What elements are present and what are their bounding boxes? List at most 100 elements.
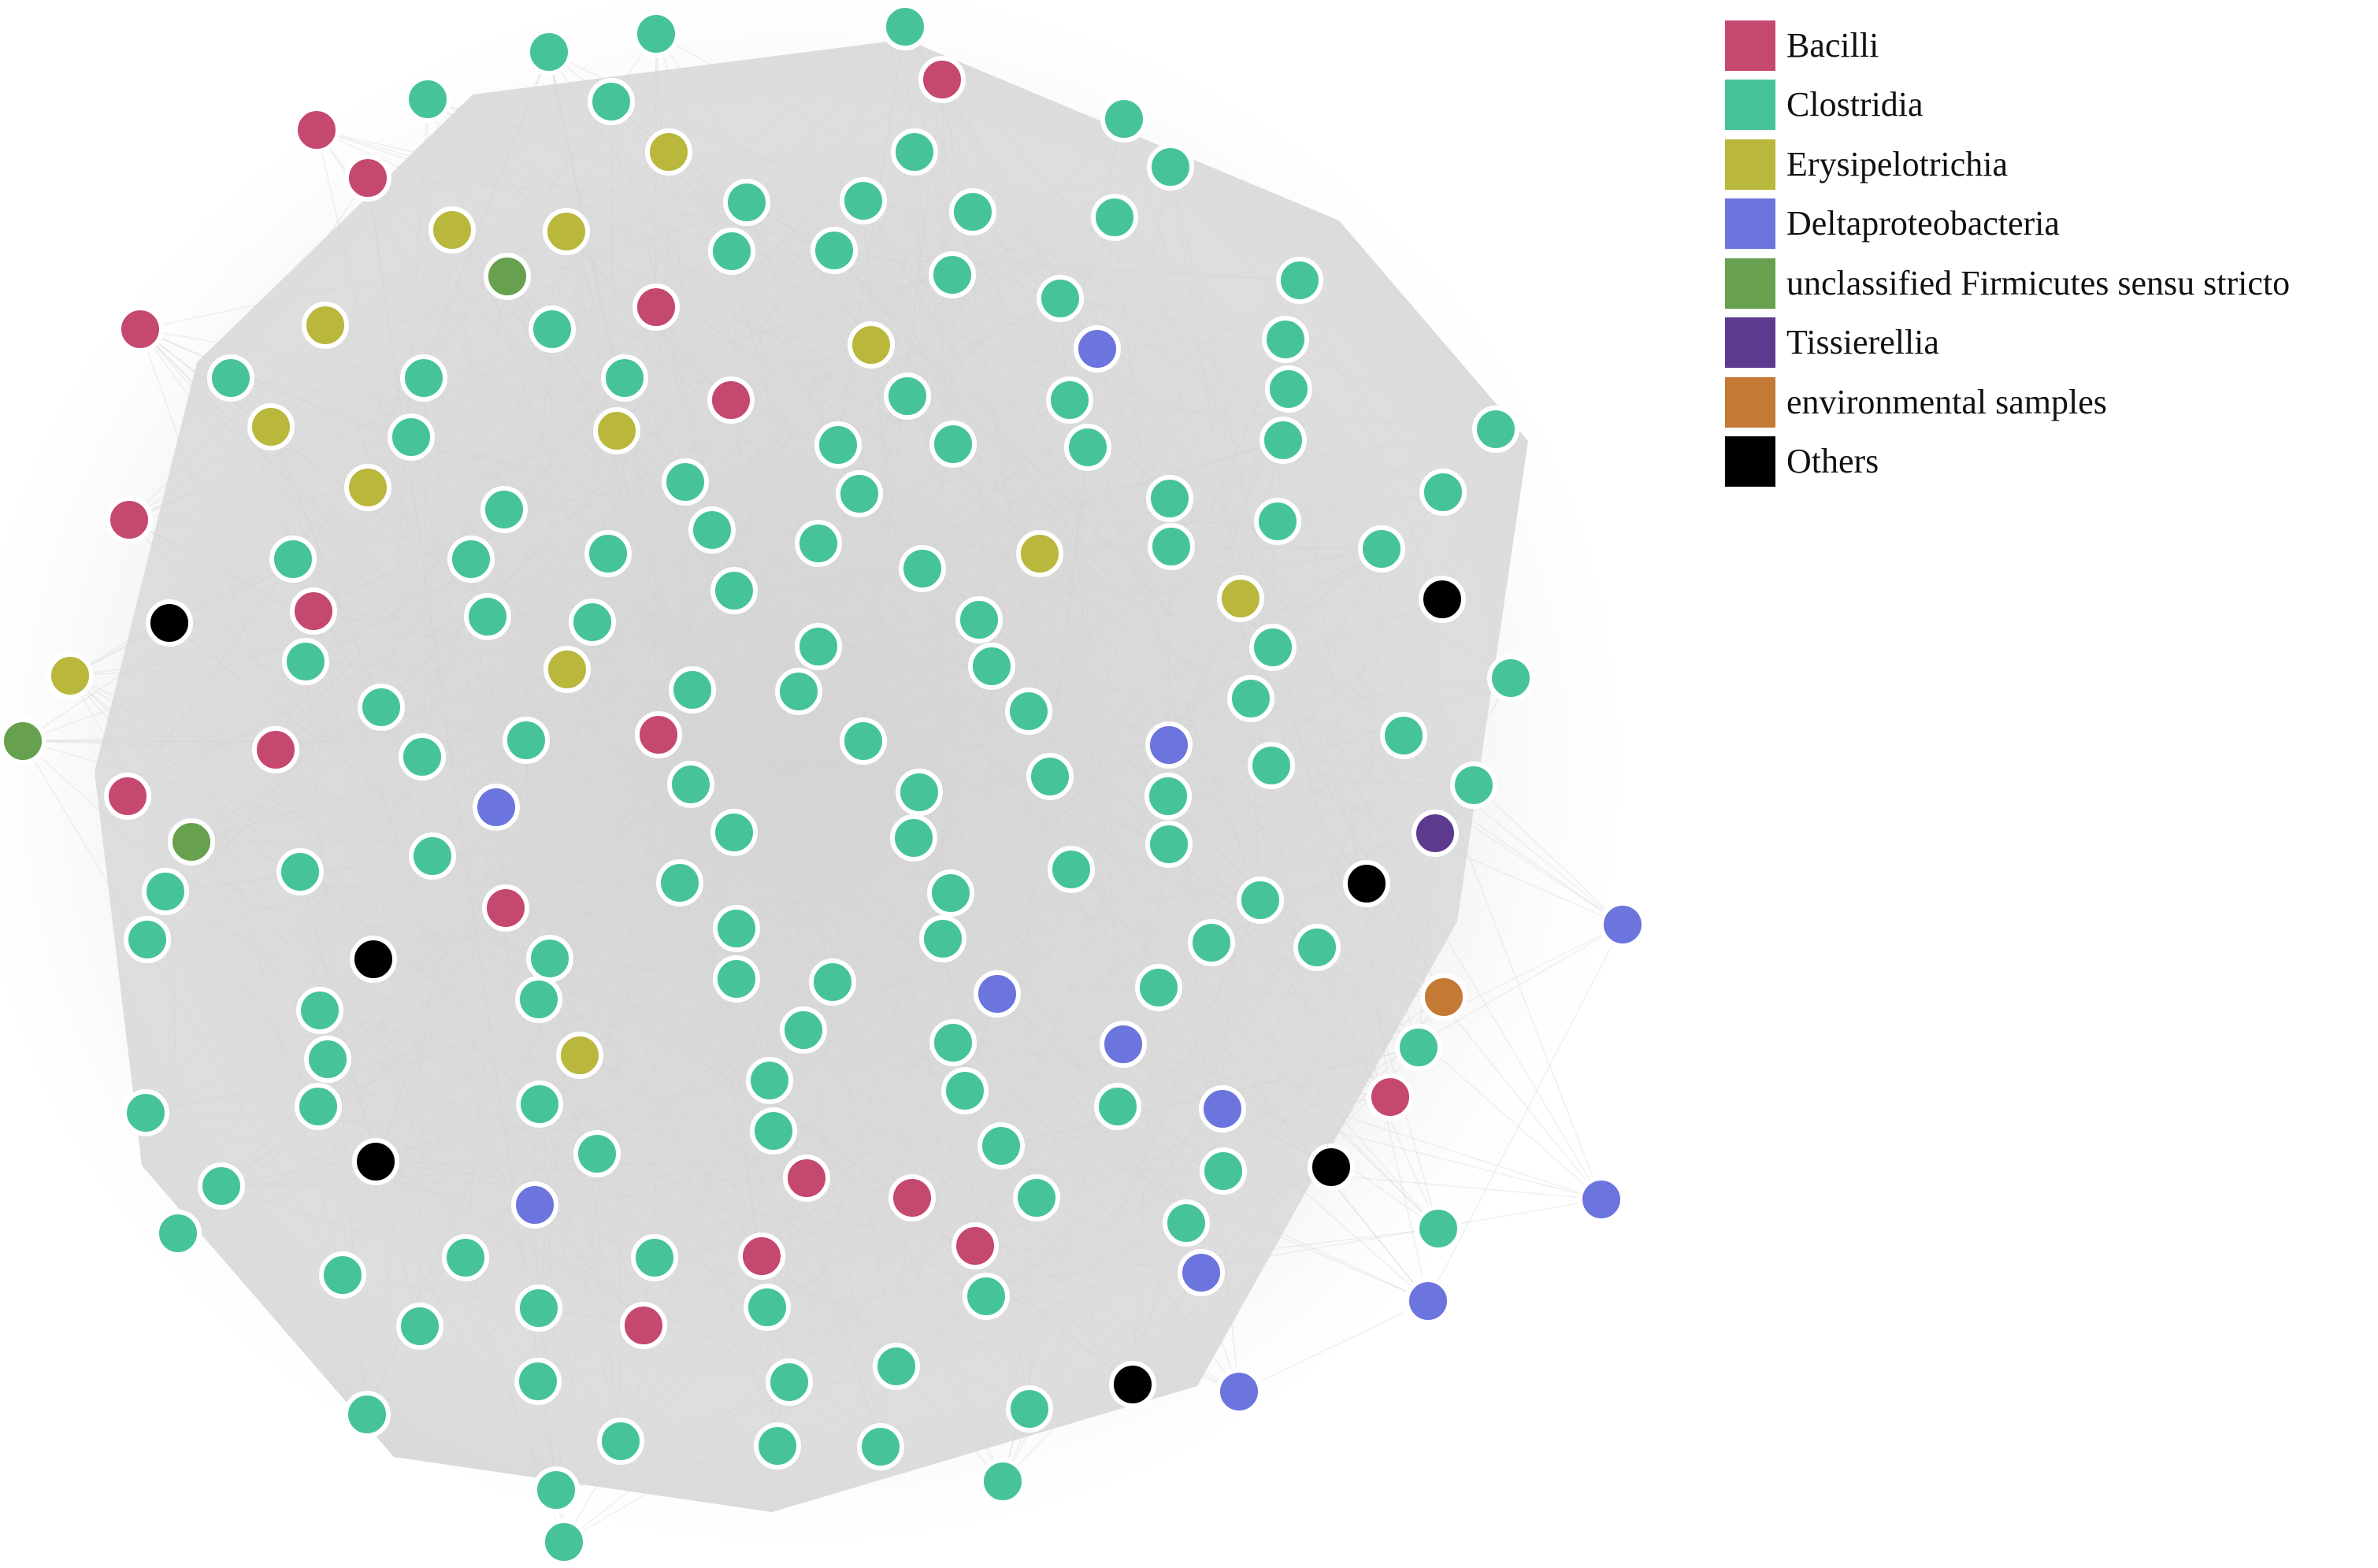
network-edge xyxy=(1059,298,1286,340)
network-edge xyxy=(1028,710,1475,786)
network-edge xyxy=(803,1029,1224,1172)
network-edge xyxy=(616,430,762,1257)
network-edge xyxy=(833,250,1300,281)
network-edge xyxy=(525,740,565,1543)
network-node xyxy=(1450,762,1497,809)
network-node xyxy=(540,1518,588,1566)
network-node xyxy=(974,970,1021,1018)
network-edge xyxy=(470,558,1445,998)
network-node xyxy=(532,1466,580,1514)
network-edge xyxy=(487,616,506,909)
network-edge xyxy=(859,493,1391,1098)
network-edge xyxy=(798,691,1029,712)
network-node xyxy=(146,599,193,647)
network-edge xyxy=(766,1106,1119,1308)
network-node xyxy=(848,321,895,369)
network-edge xyxy=(270,426,382,708)
network-node xyxy=(482,884,529,932)
network-edge xyxy=(566,443,954,670)
network-node xyxy=(124,916,171,963)
legend-swatch-bacilli xyxy=(1725,20,1775,71)
network-edge xyxy=(495,665,992,808)
network-node xyxy=(122,1089,169,1136)
network-node xyxy=(1100,1021,1147,1068)
network-node xyxy=(929,421,977,468)
network-node xyxy=(809,958,856,1006)
network-node xyxy=(404,76,451,123)
legend-label-tissierellia: Tissierellia xyxy=(1786,323,1939,362)
network-node xyxy=(1415,1205,1462,1252)
network-edge xyxy=(366,734,659,1415)
network-edge xyxy=(191,521,1278,843)
network-node xyxy=(1109,1361,1156,1408)
network-node xyxy=(480,486,528,533)
network-edge xyxy=(616,430,1382,550)
network-edge xyxy=(733,590,1072,870)
network-edge xyxy=(607,553,987,1297)
network-node xyxy=(919,915,966,962)
network-edge xyxy=(596,1153,881,1448)
network-edge xyxy=(950,647,1274,894)
network-edge xyxy=(373,765,1272,960)
network-edge xyxy=(191,706,382,843)
network-edge xyxy=(317,395,908,1107)
network-edge xyxy=(643,529,713,1326)
legend-swatch-others xyxy=(1725,436,1775,487)
network-edge xyxy=(549,430,618,959)
network-node xyxy=(1146,475,1193,522)
network-edge xyxy=(818,543,1382,550)
network-node xyxy=(1135,964,1182,1011)
network-node xyxy=(503,717,550,764)
network-edge xyxy=(373,98,428,960)
network-node xyxy=(252,726,299,773)
network-edge xyxy=(169,622,343,1276)
network-edge xyxy=(1002,899,1261,1482)
network-edge xyxy=(147,377,625,940)
legend-label-clostridia: Clostridia xyxy=(1786,85,1924,124)
network-node xyxy=(526,935,573,982)
network-edge xyxy=(22,740,536,1206)
network-node xyxy=(352,1138,399,1185)
network-node xyxy=(1404,1277,1452,1325)
network-edge xyxy=(733,590,1419,1048)
network-edge xyxy=(539,1103,1202,1273)
network-node xyxy=(1599,901,1646,948)
network-edge xyxy=(806,1177,1240,1392)
network-edge xyxy=(1000,869,1072,1147)
network-node xyxy=(633,10,680,57)
network-edge xyxy=(592,621,681,884)
network-edge xyxy=(69,675,1240,1392)
network-edge xyxy=(736,568,923,980)
network-edge xyxy=(798,691,1404,736)
network-edge xyxy=(803,298,1061,1031)
network-edge xyxy=(1049,166,1171,777)
network-edge xyxy=(299,871,976,1247)
network-edge xyxy=(736,548,1382,929)
network-edge xyxy=(643,348,1098,1326)
network-node xyxy=(795,623,842,670)
network-node xyxy=(584,530,632,577)
network-node xyxy=(1064,424,1111,471)
network-edge xyxy=(833,250,1602,1200)
network-node xyxy=(645,128,692,176)
network-edge xyxy=(525,740,536,1206)
network-edge xyxy=(1169,498,1443,600)
network-edge xyxy=(922,217,1115,569)
network-node xyxy=(1188,919,1235,966)
legend-label-bacilli: Bacilli xyxy=(1786,25,1879,65)
network-edge xyxy=(465,928,737,1258)
network-edge xyxy=(373,882,681,960)
network-edge xyxy=(911,339,1286,1199)
network-edge xyxy=(773,981,833,1132)
network-node xyxy=(775,668,822,715)
network-node xyxy=(884,373,931,420)
network-edge xyxy=(1036,439,1284,1199)
legend-item-deltaproteobacteria: Deltaproteobacteria xyxy=(1725,195,2371,254)
network-node xyxy=(1074,325,1121,373)
network-edge xyxy=(579,344,872,1056)
network-node xyxy=(1254,498,1301,545)
network-edge xyxy=(950,677,1512,894)
network-edge xyxy=(299,871,897,1367)
network-edge xyxy=(538,882,681,1000)
network-edge xyxy=(145,832,735,1114)
